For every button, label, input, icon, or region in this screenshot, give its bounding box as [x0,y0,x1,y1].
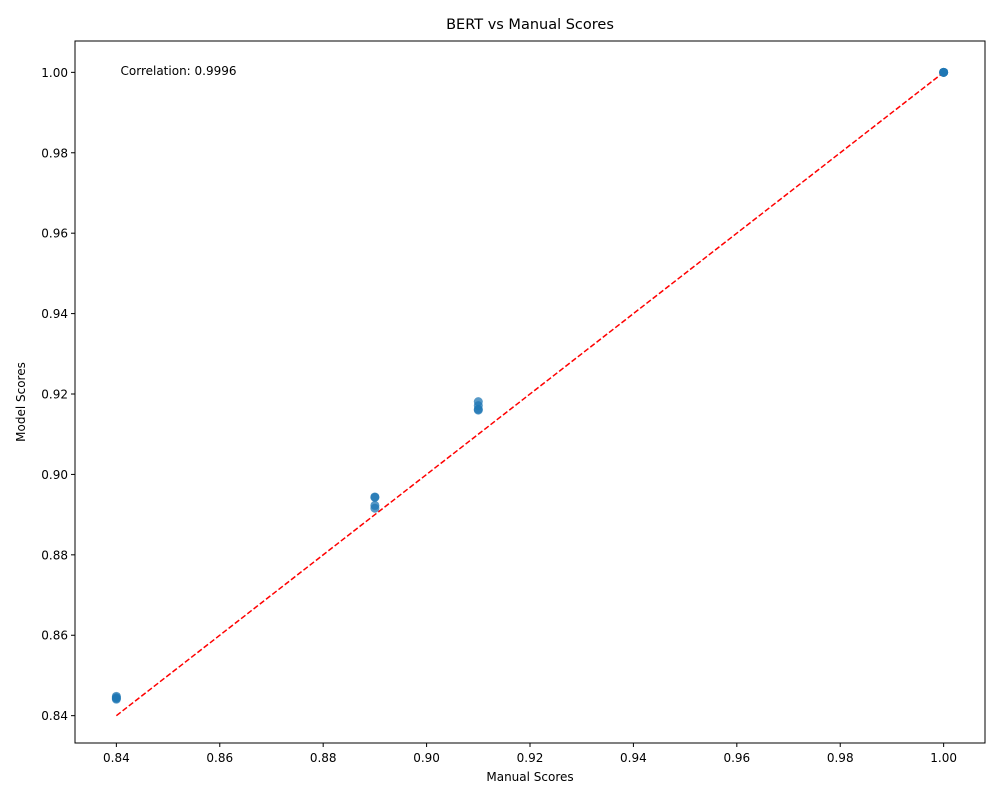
y-tick-label: 0.86 [41,629,68,643]
data-point [939,67,949,77]
x-tick-label: 0.94 [620,751,647,765]
x-tick-label: 0.86 [206,751,233,765]
x-tick-label: 0.98 [827,751,854,765]
y-tick-label: 0.94 [41,307,68,321]
plot-area: 0.84 0.86 0.88 0.90 0.92 0.94 0.96 0.98 1.00 0.84… [41,40,986,765]
y-tick-label: 0.96 [41,227,68,241]
x-tick-label: 1.00 [930,751,957,765]
chart-title: BERT vs Manual Scores [446,17,614,33]
x-axis-label: Manual Scores [486,770,573,784]
y-tick-label: 0.90 [41,468,68,482]
data-point [473,397,483,407]
y-tick-label: 0.92 [41,388,68,402]
x-tick-label: 0.92 [517,751,544,765]
x-tick-label: 0.90 [413,751,440,765]
data-point [370,500,380,510]
y-tick-label: 1.00 [41,66,68,80]
data-point [111,693,121,703]
y-tick-label: 0.88 [41,548,68,562]
reference-line [115,71,945,717]
x-tick-label: 0.96 [723,751,750,765]
y-tick-label: 0.98 [41,146,68,160]
y-axis-label: Model Scores [14,362,28,442]
y-tick-label: 0.84 [41,709,68,723]
correlation-annotation: Correlation: 0.9996 [121,64,237,78]
data-point [370,492,380,502]
x-tick-label: 0.88 [310,751,337,765]
x-tick-label: 0.84 [103,751,130,765]
